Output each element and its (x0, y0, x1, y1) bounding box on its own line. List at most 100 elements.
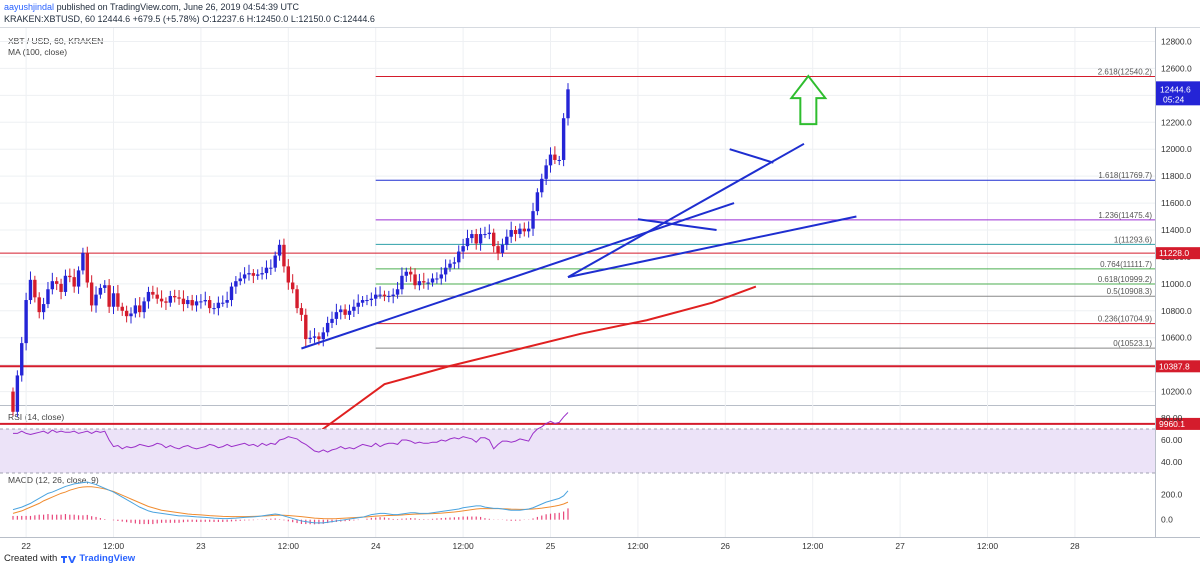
fib-label-1: 1(11293.6) (1114, 235, 1152, 244)
candle-body (435, 278, 439, 280)
candle-body (526, 228, 531, 232)
price-tick-label: 10200.0 (1161, 387, 1192, 397)
candle-body (330, 318, 334, 323)
candle-body (295, 289, 299, 309)
close-label: C: (333, 14, 343, 24)
price-label-box (1156, 247, 1200, 260)
candle-body (378, 294, 382, 296)
trendline (567, 215, 857, 279)
ticker-label: KRAKEN:XBTUSD, 60 (4, 14, 96, 24)
candle-body (312, 336, 317, 338)
candle-body (339, 309, 343, 313)
candle-body (120, 306, 124, 311)
high-label: H: (246, 14, 256, 24)
candle-body (540, 178, 544, 193)
rsi-title: RSI (14, close) (8, 412, 65, 422)
last-price: 12444.6 (97, 14, 131, 24)
candle-body (374, 294, 378, 299)
candle-body (28, 279, 33, 301)
macd-title: MACD (12, 26, close, 9) (8, 475, 99, 485)
candle-body (509, 230, 513, 237)
time-tick-label: 26 (721, 541, 731, 551)
fib-label-0.764: 0.764(11111.7) (1100, 260, 1152, 269)
candle-body (299, 308, 304, 315)
candle-body (238, 278, 242, 282)
candle-body (413, 274, 417, 286)
candle-body (443, 267, 448, 275)
time-tick-label: 12:00 (627, 541, 649, 551)
candle-body (94, 294, 98, 306)
candle-body (382, 294, 387, 296)
rsi-tick-label: 80.00 (1161, 413, 1183, 423)
time-tick-label: 23 (196, 541, 206, 551)
candle-body (151, 291, 155, 295)
candle-body (59, 283, 63, 292)
current-price-label: 12444.6 (1160, 84, 1191, 94)
candle-body (317, 336, 321, 340)
candle-body (483, 234, 487, 236)
price-tick-label: 12800.0 (1161, 36, 1192, 46)
candle-body (46, 289, 50, 305)
candle-body (426, 282, 430, 284)
ohlc-line: KRAKEN:XBTUSD, 60 12444.6 +679.5 (+5.78%… (4, 14, 375, 24)
candle-body (89, 282, 94, 306)
candle-body (273, 255, 277, 268)
time-axis-border (0, 537, 1200, 538)
candle-body (544, 165, 548, 179)
price-tick-label: 12000.0 (1161, 144, 1192, 154)
current-time-label: 05:24 (1163, 94, 1185, 104)
price-tick-label: 12600.0 (1161, 63, 1192, 73)
price-label-text: 9960.1 (1159, 419, 1185, 429)
candle-body (474, 234, 478, 244)
candle-body (513, 230, 518, 235)
candle-body (111, 293, 116, 307)
candle-body (72, 277, 76, 287)
tradingview-brand[interactable]: TradingView (79, 553, 136, 564)
candle-body (24, 300, 28, 344)
fib-label-0: 0(10523.1) (1113, 339, 1152, 348)
candle-body (557, 159, 561, 161)
candle-body (535, 192, 540, 212)
low-value: 12150.0 (298, 14, 331, 24)
candle-body (37, 297, 41, 313)
fib-label-2.618: 2.618(12540.2) (1098, 67, 1153, 76)
candle-body (98, 287, 103, 295)
candle-body (452, 262, 457, 264)
candle-body (190, 300, 194, 306)
fib-label-0.618: 0.618(10999.2) (1098, 275, 1153, 284)
close-value: 12444.6 (342, 14, 375, 24)
candle-body (264, 267, 269, 274)
candle-body (518, 228, 522, 235)
candle-body (369, 298, 374, 301)
publish-info: published on TradingView.com, June 26, 2… (56, 2, 300, 12)
open-value: 12237.6 (211, 14, 245, 24)
price-label-text: 11228.0 (1159, 248, 1189, 258)
fib-label-0.5: 0.5(10908.3) (1107, 287, 1153, 296)
candle-body (251, 273, 256, 276)
time-tick-label: 25 (546, 541, 556, 551)
ma-title: MA (100, close) (8, 47, 68, 57)
candle-body (50, 281, 55, 290)
trendline (301, 202, 735, 350)
candle-body (448, 263, 452, 268)
candle-body (470, 234, 474, 239)
candle-body (260, 273, 264, 275)
candle-body (142, 301, 146, 313)
macd-signal-line (12, 486, 569, 520)
candle-body (439, 274, 443, 279)
price-tick-label: 12200.0 (1161, 117, 1192, 127)
fib-label-1.618: 1.618(11769.7) (1098, 171, 1152, 180)
candle-body (548, 154, 553, 166)
candle-body (531, 211, 535, 229)
candle-body (33, 279, 37, 298)
tradingview-logo-icon (61, 555, 77, 563)
candle-body (212, 308, 216, 310)
candle-body (500, 244, 505, 253)
candle-body (492, 232, 496, 247)
candle-body (360, 300, 365, 303)
price-tick-label: 10800.0 (1161, 306, 1192, 316)
author-link[interactable]: aayushjindal (4, 2, 55, 12)
candle-body (203, 300, 207, 302)
